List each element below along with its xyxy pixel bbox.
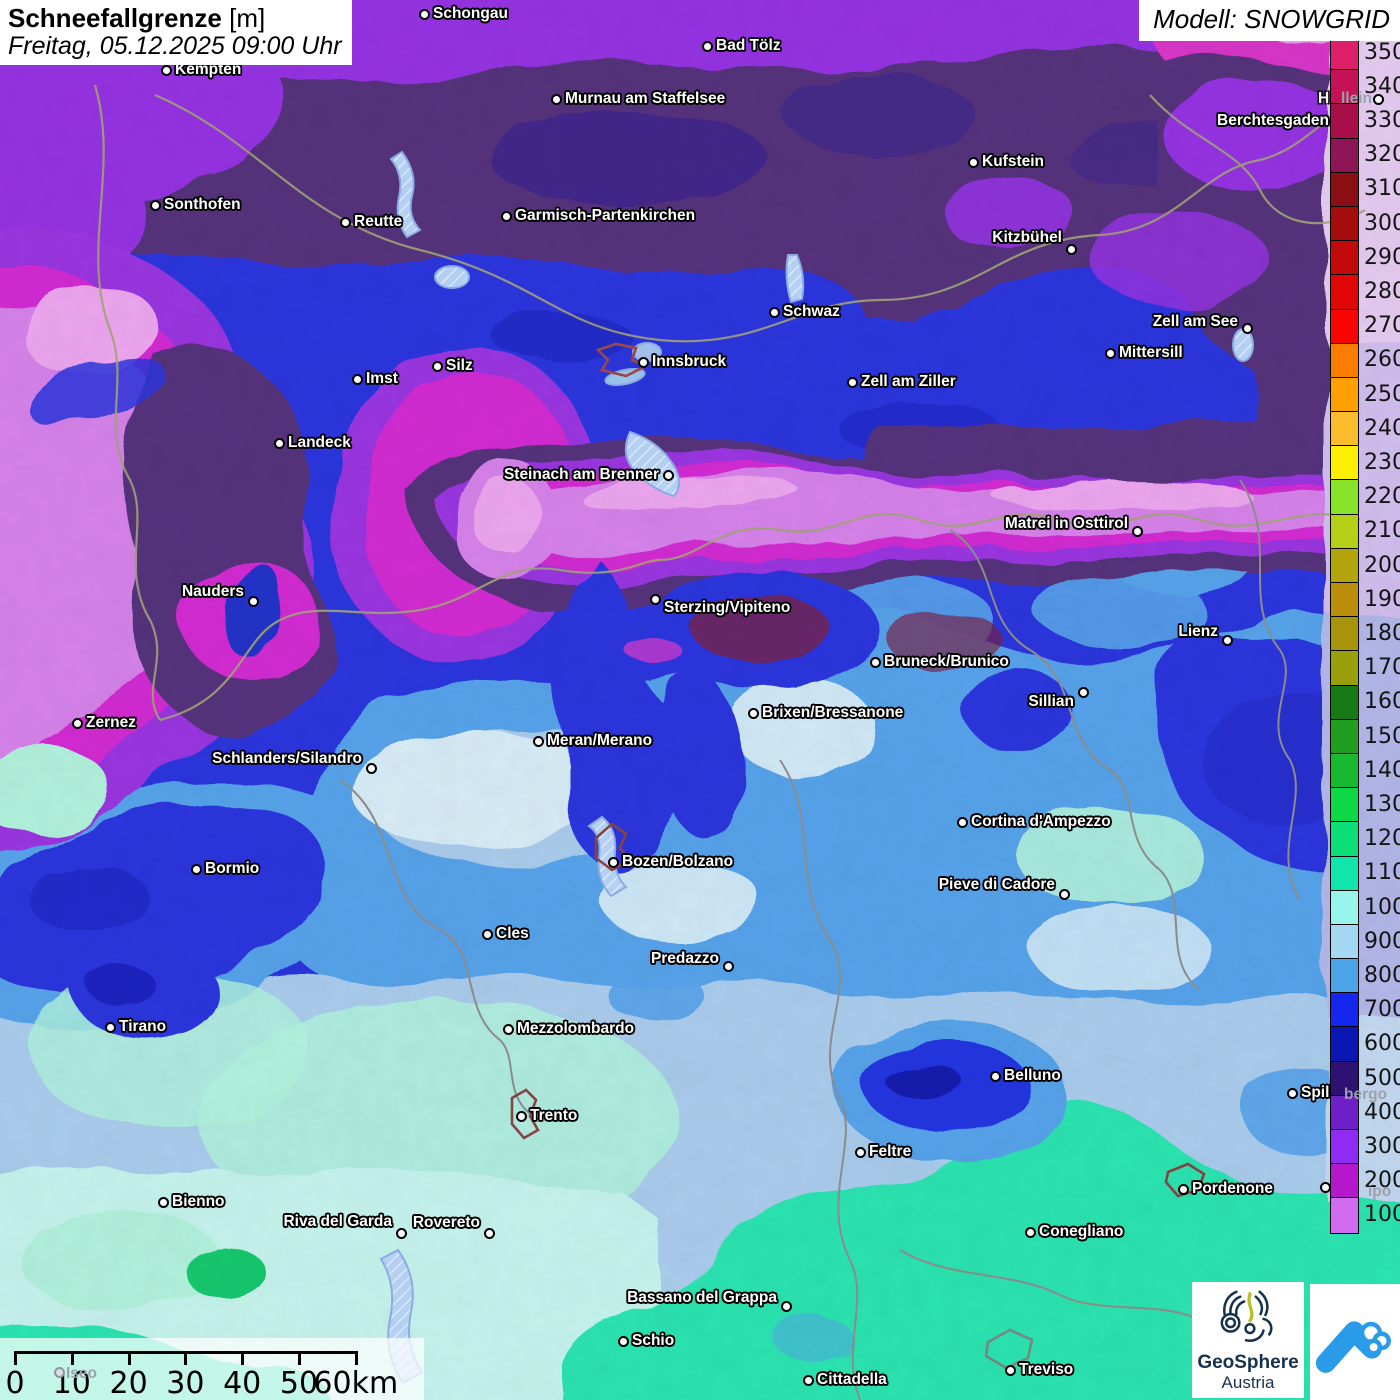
scalebar-number: 40: [223, 1366, 262, 1400]
scalebar-tick: [70, 1351, 74, 1365]
scalebar-tick: [127, 1351, 131, 1365]
scalebar-tick: [241, 1351, 245, 1365]
geosphere-logo-icon: [1217, 1286, 1279, 1353]
scalebar-number: 60km: [313, 1366, 399, 1400]
valid-datetime: Freitag, 05.12.2025 09:00 Uhr: [8, 32, 342, 60]
distance-scalebar: 0 10 20 30 40 50 60km: [0, 1338, 424, 1400]
page-title: Schneefallgrenze [m]: [8, 3, 342, 33]
scalebar-number: 50: [279, 1366, 319, 1400]
scalebar-tick: [184, 1351, 188, 1365]
scalebar-tick: [354, 1351, 358, 1365]
scalebar-number: 30: [166, 1366, 205, 1400]
geosphere-logo-box: GeoSphere Austria: [1192, 1282, 1304, 1398]
scalebar-tick: [298, 1351, 301, 1365]
scalebar-number: 0: [5, 1366, 25, 1400]
mountain-cloud-logo-icon: [1315, 1292, 1395, 1393]
title-unit: [m]: [229, 3, 266, 33]
scalebar-tick: [14, 1351, 17, 1365]
title-box: Schneefallgrenze [m] Freitag, 05.12.2025…: [0, 0, 352, 65]
title-variable: Schneefallgrenze: [8, 3, 222, 33]
geosphere-logo-text: GeoSphere: [1197, 1352, 1299, 1373]
geosphere-logo-country: Austria: [1221, 1373, 1275, 1392]
scalebar-number: 20: [109, 1366, 148, 1400]
partner-logo-box: [1310, 1284, 1400, 1400]
model-label: Modell: SNOWGRID: [1139, 0, 1400, 41]
